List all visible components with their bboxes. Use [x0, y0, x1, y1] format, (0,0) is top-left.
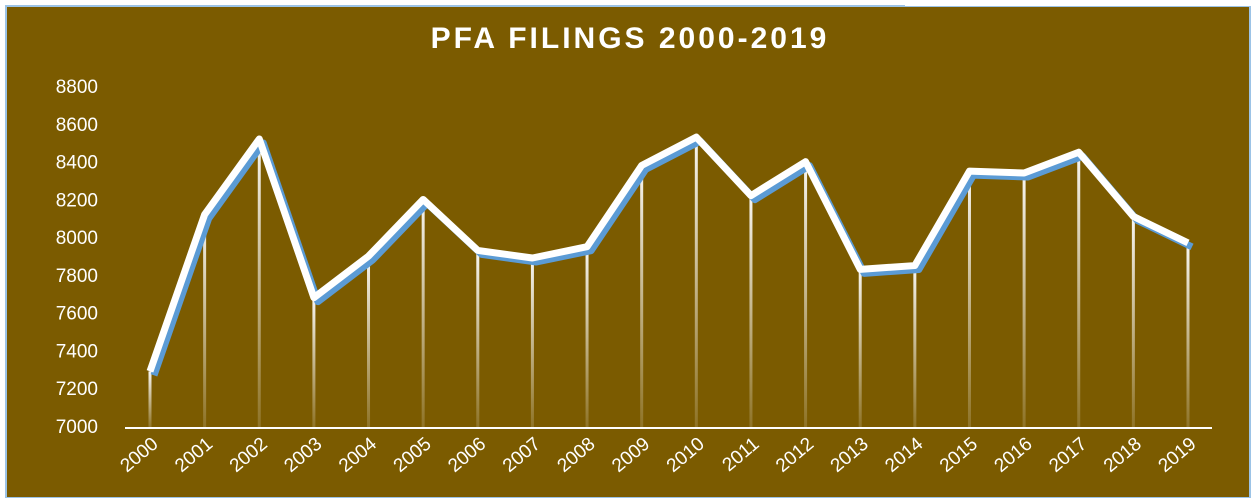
data-line	[146, 133, 1190, 373]
y-tick-label: 7600	[56, 304, 98, 325]
top-strip	[905, 0, 1252, 6]
drop-line	[1186, 242, 1190, 428]
drop-line	[476, 250, 480, 428]
drop-line	[203, 214, 207, 428]
y-tick-label: 7200	[56, 379, 98, 400]
drop-line	[585, 246, 589, 428]
chart-title: PFA FILINGS 2000-2019	[431, 22, 830, 55]
drop-line	[749, 195, 753, 428]
line-shadow	[150, 137, 1194, 377]
chart-background	[5, 5, 1251, 498]
drop-line	[312, 297, 316, 428]
drop-line	[694, 137, 698, 428]
y-tick-label: 7400	[56, 341, 98, 362]
y-tick-label: 7800	[56, 266, 98, 287]
y-tick-label: 8200	[56, 190, 98, 211]
y-tick-label: 8400	[56, 153, 98, 174]
drop-line	[421, 199, 425, 428]
drop-line	[913, 265, 917, 428]
drop-line	[1077, 152, 1081, 428]
drop-line	[1131, 216, 1135, 428]
drop-line	[367, 256, 371, 428]
drop-line	[967, 171, 971, 428]
drop-line	[257, 139, 261, 428]
y-tick-label: 8800	[56, 77, 98, 98]
drop-line	[530, 258, 534, 428]
drop-line	[1022, 173, 1026, 428]
y-tick-label: 8600	[56, 115, 98, 136]
drop-line	[804, 161, 808, 428]
drop-line	[858, 269, 862, 428]
drop-line	[148, 371, 152, 428]
y-tick-label: 7000	[56, 417, 98, 438]
drop-line	[640, 165, 644, 428]
y-tick-label: 8000	[56, 228, 98, 249]
